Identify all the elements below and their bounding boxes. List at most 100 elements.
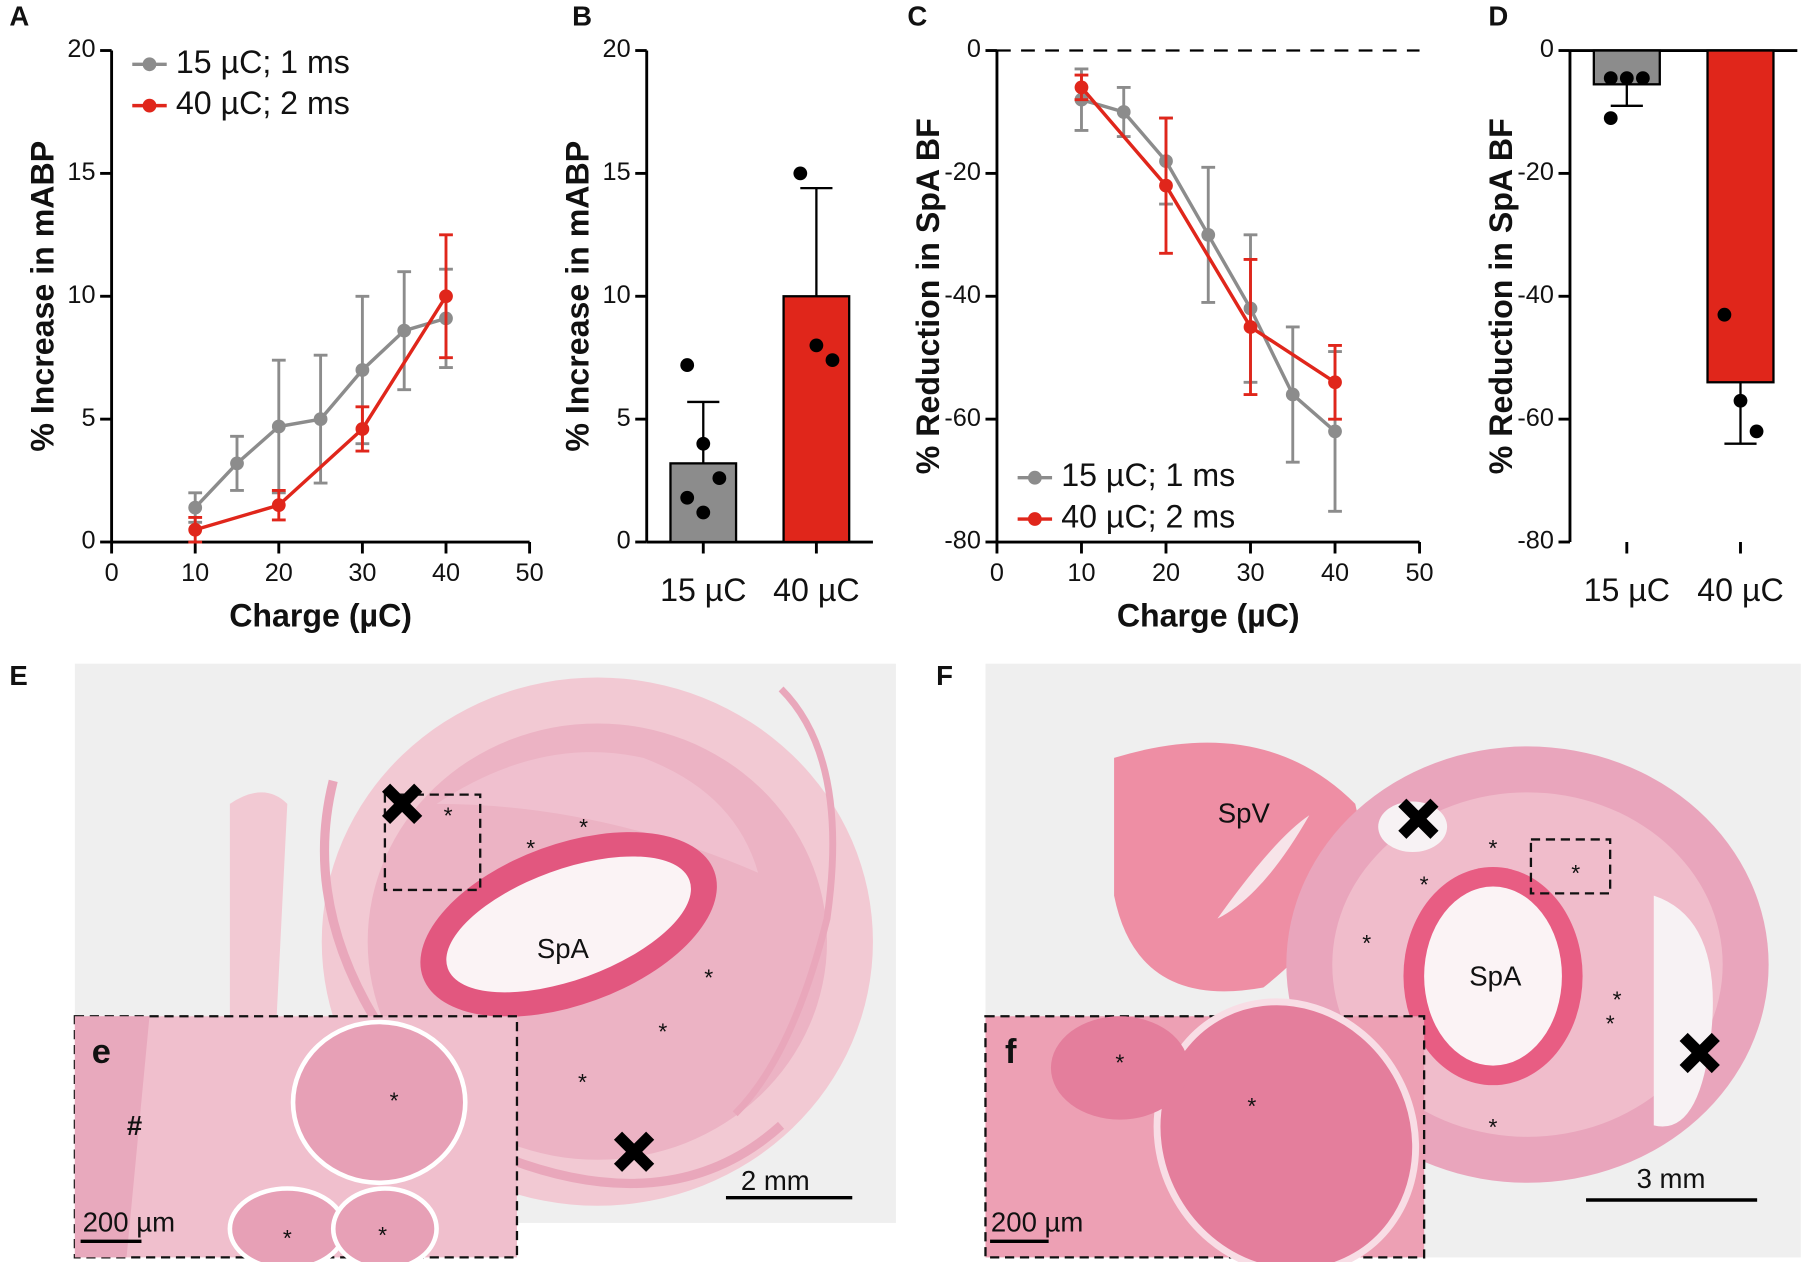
panel-label: C [907,1,927,32]
annotation: * [526,835,535,861]
y-axis-title: % Reduction in SpA BF [910,118,946,474]
data-point [1328,375,1342,390]
annotation: * [658,1019,667,1045]
x-tick-label: 30 [1236,559,1264,587]
legend-label: 40 µC; 2 ms [176,85,350,121]
annotation: * [283,1225,292,1251]
data-point [696,436,711,451]
y-tick-label: 0 [617,527,631,555]
data-point [1619,71,1634,86]
y-tick-label: -40 [1517,281,1554,309]
data-point [1717,307,1732,322]
data-point [680,490,695,505]
y-tick-label: -60 [1517,404,1554,432]
data-point [1285,387,1300,402]
scale-bar-label: 200 µm [83,1206,175,1237]
annotation: * [1362,930,1371,956]
y-tick-label: 10 [603,281,631,309]
y-tick-label: -80 [944,527,980,555]
data-point [439,289,453,304]
x-tick-label: 40 [432,559,460,587]
annotation: * [1420,872,1429,898]
data-point [397,323,412,338]
annotation: * [1247,1093,1256,1119]
y-tick-label: 10 [67,281,95,309]
data-point [712,471,727,486]
data-point [271,498,286,513]
annotation: * [444,803,453,829]
annotation: * [1613,986,1622,1012]
bar [1706,49,1775,384]
inset-label: f [1005,1033,1017,1071]
y-axis-title: % Reduction in SpA BF [1483,118,1519,474]
panel-label: A [9,1,29,32]
x-tick-label: 40 µC [1697,572,1783,608]
legend-marker [142,98,157,113]
data-point [1749,424,1764,439]
annotation: * [1115,1050,1124,1076]
y-tick-label: 20 [603,35,631,63]
panel-label: B [572,1,592,32]
annotation: SpA [1469,961,1522,992]
y-tick-label: 5 [617,404,631,432]
x-tick-label: 10 [1067,559,1095,587]
annotation: * [1606,1011,1615,1037]
annotation: * [1489,835,1498,861]
x-tick-label: 15 µC [1584,572,1670,608]
series-line [1080,86,1336,384]
legend-label: 15 µC; 1 ms [176,44,350,80]
bar [669,462,738,544]
scale-bar-label: 3 mm [1637,1163,1706,1194]
data-point [188,522,203,537]
y-axis-title: % Increase in mABP [560,141,596,452]
error-bar [1610,84,1643,107]
x-tick-label: 50 [516,559,544,587]
y-tick-label: 15 [67,158,95,186]
data-point [825,353,840,368]
x-tick-label: 40 [1321,559,1349,587]
histology-f [984,663,1801,1262]
y-tick-label: 5 [81,404,95,432]
data-point [1603,71,1618,86]
x-axis-title: Charge (µC) [229,597,412,633]
error-bar [1724,382,1757,445]
y-tick-label: 20 [67,35,95,63]
annotation: SpV [1218,798,1271,829]
annotation: * [1489,1114,1498,1140]
x-tick-label: 10 [181,559,209,587]
data-point [1733,393,1748,408]
annotation: * [1571,860,1580,886]
legend-label: 40 µC; 2 ms [1061,499,1235,535]
annotation: SpA [537,933,590,964]
x-tick-label: 0 [990,559,1004,587]
annotation: # [127,1110,142,1141]
panel-label: D [1488,1,1508,32]
data-point [355,363,370,377]
data-point [680,358,695,372]
y-tick-label: 0 [1540,35,1554,63]
x-axis-title: Charge (µC) [1117,597,1300,633]
legend-marker [1027,470,1042,485]
data-point [809,338,824,353]
annotation: * [579,814,588,840]
y-tick-label: -60 [944,404,980,432]
x-tick-label: 40 µC [773,572,859,608]
panel-label: F [936,660,953,691]
panel-label: E [9,660,27,691]
data-point [271,419,286,434]
annotation: * [378,1222,387,1248]
y-axis-title: % Increase in mABP [25,141,61,452]
data-point [793,166,808,181]
data-point [696,505,711,520]
data-point [1074,80,1089,95]
data-point [1328,424,1342,439]
data-point [1635,71,1650,86]
bar [782,295,851,544]
y-tick-label: 0 [81,527,95,555]
scale-bar-label: 2 mm [741,1165,810,1196]
y-tick-label: -20 [944,158,980,186]
data-point [1159,178,1173,193]
series-line [194,295,448,532]
x-tick-label: 20 [1152,559,1180,587]
